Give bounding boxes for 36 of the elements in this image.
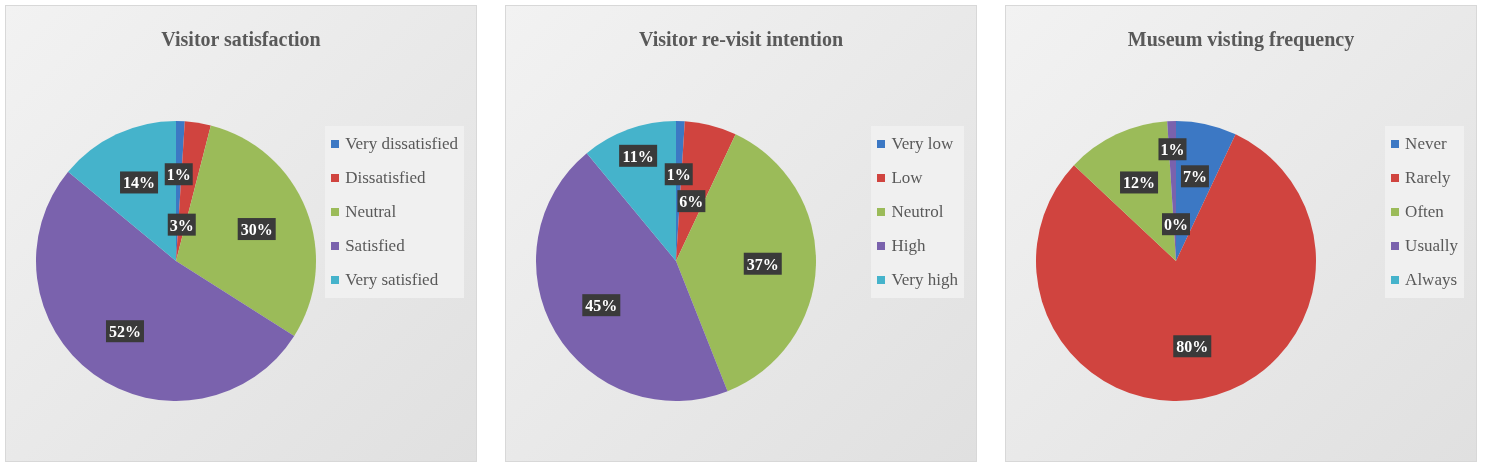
data-label: 1% (1160, 141, 1185, 159)
legend-label: Neutrol (890, 202, 945, 222)
text: 0% (1164, 216, 1188, 234)
data-label: 6% (679, 193, 704, 211)
chart-title: Visitor satisfaction (160, 28, 322, 51)
legend-label: Never (1404, 134, 1448, 154)
legend-label: Low (890, 168, 924, 188)
chart-title: Visitor re-visit intention (637, 28, 845, 51)
legend-label: Satisfied (344, 236, 406, 256)
legend-label: Neutral (344, 202, 398, 222)
pie-slice (36, 171, 295, 401)
legend-label: Very satisfied (344, 270, 440, 290)
data-label: 12% (1123, 174, 1156, 192)
legend-label: High (890, 236, 927, 256)
pie-slice (1036, 134, 1316, 401)
legend-label: Rarely (1404, 168, 1452, 188)
data-label: 45% (585, 297, 618, 315)
data-label: 1% (666, 166, 691, 184)
legend-label: Very high (890, 270, 958, 290)
data-label: 52% (108, 323, 141, 341)
data-label: 7% (1182, 168, 1207, 186)
data-label: 14% (123, 174, 156, 192)
legend-label: Often (1404, 202, 1445, 222)
legend-label: Usually (1404, 236, 1458, 256)
data-label: 11% (622, 147, 654, 165)
chart-title: Museum visting frequency (1126, 28, 1356, 51)
pie-slice (536, 153, 728, 401)
legend-label: Always (1404, 270, 1458, 290)
data-label: 1% (166, 166, 191, 184)
data-label: 3% (169, 216, 194, 234)
legend-label: Dissatisfied (344, 168, 427, 188)
legend-label: Very dissatisfied (344, 134, 458, 154)
data-label: 37% (746, 255, 779, 273)
data-label: 30% (240, 221, 273, 239)
legend-label: Very low (890, 134, 955, 154)
data-label: 80% (1176, 338, 1209, 356)
